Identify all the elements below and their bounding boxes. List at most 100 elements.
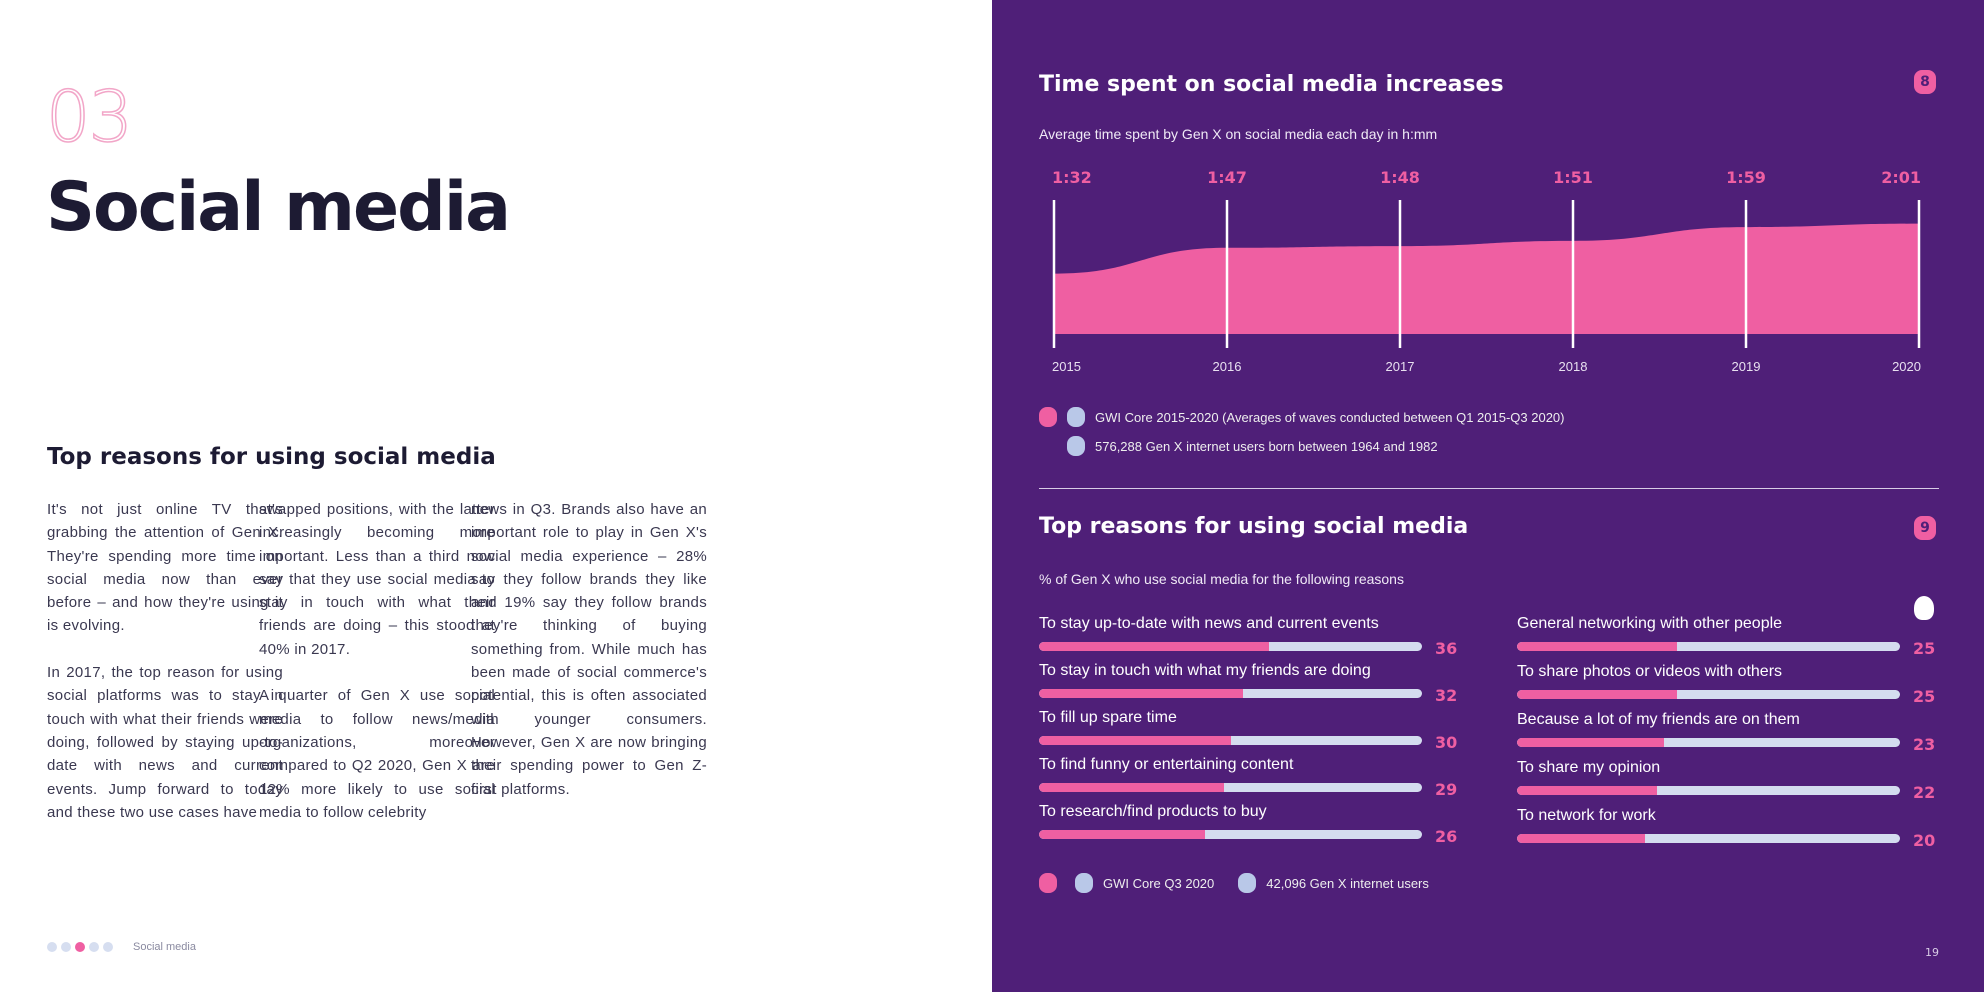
bar-track (1039, 642, 1422, 651)
body-column-1: It's not just online TV that's grabbing … (47, 498, 283, 847)
legend-source: GWI Core Q3 2020 (1103, 875, 1215, 891)
bar-label: To find funny or entertaining content (1039, 756, 1294, 773)
chart2-title: Top reasons for using social media (1039, 514, 1469, 539)
bar-fill (1517, 834, 1645, 843)
bar-track (1039, 830, 1422, 839)
value-label: 1:47 (1207, 168, 1247, 187)
bar-fill (1517, 738, 1664, 747)
value-label: 2:01 (1881, 168, 1921, 187)
bar-row: To stay in touch with what my friends ar… (1039, 662, 1459, 705)
page-dot[interactable] (61, 942, 71, 952)
chart1-subtitle: Average time spent by Gen X on social me… (1039, 126, 1438, 142)
paragraph: A quarter of Gen X use social media to f… (259, 687, 495, 821)
bar-track (1517, 738, 1900, 747)
bar-row: General networking with other people 25 (1517, 615, 1937, 658)
bar-track (1039, 736, 1422, 745)
page-number: 19 (1925, 946, 1939, 959)
bar-row: Because a lot of my friends are on them 2… (1517, 711, 1937, 754)
year-label: 2018 (1559, 359, 1588, 374)
area-series (1054, 223, 1919, 334)
chart1-title: Time spent on social media increases (1039, 72, 1504, 97)
footer-label: Social media (133, 941, 196, 953)
bar-value: 32 (1435, 686, 1458, 705)
legend-sample: 576,288 Gen X internet users born betwee… (1095, 438, 1438, 454)
bar-row: To find funny or entertaining content 29 (1039, 756, 1459, 799)
chart1-legend-row: GWI Core 2015-2020 (Averages of waves co… (1039, 407, 1565, 427)
value-label: 1:48 (1380, 168, 1420, 187)
chart1-badge: 8 (1914, 70, 1936, 94)
chart2-subtitle: % of Gen X who use social media for the … (1039, 571, 1404, 587)
bar-row: To share my opinion 22 (1517, 759, 1937, 802)
bar-fill (1517, 690, 1677, 699)
page-title: Social media (46, 168, 511, 247)
bar-label: To share my opinion (1517, 759, 1661, 776)
year-label: 2020 (1892, 359, 1921, 374)
paragraph: It's not just online TV that's grabbing … (47, 501, 283, 635)
time-spent-area-chart: 1:32 2015 1:47 2016 1:48 2017 1:51 2018 1:59 2019… (1052, 168, 1921, 374)
chart2-badge: 9 (1914, 516, 1936, 540)
bar-fill (1039, 736, 1231, 745)
subheading: Top reasons for using social media (47, 444, 496, 470)
bar-row: To stay up-to-date with news and current… (1039, 615, 1459, 658)
bar-value: 26 (1435, 827, 1458, 846)
bar-label: To fill up spare time (1039, 709, 1177, 726)
bar-fill (1039, 689, 1244, 698)
users-icon (1067, 436, 1085, 456)
source-icon (1067, 407, 1085, 427)
page-dot[interactable] (103, 942, 113, 952)
year-label: 2015 (1052, 359, 1081, 374)
bar-value: 20 (1913, 831, 1936, 850)
year-label: 2019 (1732, 359, 1761, 374)
value-label: 1:51 (1553, 168, 1593, 187)
chart-icon (1039, 873, 1057, 893)
bar-row: To fill up spare time 30 (1039, 709, 1459, 752)
bar-track (1039, 783, 1422, 792)
body-column-3: news in Q3. Brands also have an importan… (471, 498, 707, 824)
year-label: 2017 (1386, 359, 1415, 374)
bar-label: To share photos or videos with others (1517, 663, 1783, 680)
divider (1039, 488, 1939, 489)
chart1-legend-row: 576,288 Gen X internet users born betwee… (1067, 436, 1438, 456)
footer-nav: Social media (47, 941, 196, 953)
bar-value: 23 (1913, 735, 1936, 754)
lightbulb-icon (1914, 596, 1934, 620)
year-label: 2016 (1213, 359, 1242, 374)
source-icon (1075, 873, 1093, 893)
bar-label: To network for work (1517, 807, 1656, 824)
left-page: 03 Social media Top reasons for using so… (45, 75, 707, 953)
chart2-legend-row: GWI Core Q3 2020 42,096 Gen X internet u… (1039, 873, 1429, 893)
bar-fill (1517, 642, 1677, 651)
bar-fill (1039, 830, 1205, 839)
page-dot[interactable] (89, 942, 99, 952)
bar-fill (1517, 786, 1658, 795)
bar-value: 29 (1435, 780, 1458, 799)
legend-sample: 42,096 Gen X internet users (1266, 875, 1429, 891)
chart-icon (1039, 407, 1057, 427)
page-dot[interactable] (47, 942, 57, 952)
bar-track (1517, 642, 1900, 651)
bar-track (1039, 689, 1422, 698)
bar-track (1517, 834, 1900, 843)
bar-label: To research/find products to buy (1039, 803, 1267, 820)
bar-fill (1039, 642, 1269, 651)
bar-value: 22 (1913, 783, 1936, 802)
page-dot-active[interactable] (75, 942, 85, 952)
value-label: 1:59 (1726, 168, 1766, 187)
bar-value: 36 (1435, 639, 1458, 658)
bar-label: General networking with other people (1517, 615, 1783, 632)
paragraph: news in Q3. Brands also have an importan… (471, 501, 707, 798)
bar-fill (1039, 783, 1225, 792)
bar-row: To research/find products to buy 26 (1039, 803, 1459, 846)
bar-track (1517, 786, 1900, 795)
body-column-2: swapped positions, with the latter incre… (259, 498, 495, 847)
legend-source: GWI Core 2015-2020 (Averages of waves co… (1095, 409, 1565, 425)
bar-value: 30 (1435, 733, 1458, 752)
paragraph: In 2017, the top reason for using social… (47, 664, 283, 821)
bar-value: 25 (1913, 687, 1936, 706)
bar-label: To stay up-to-date with news and current… (1039, 615, 1379, 632)
value-label: 1:32 (1052, 168, 1092, 187)
paragraph: swapped positions, with the latter incre… (259, 501, 495, 658)
users-icon (1238, 873, 1257, 893)
bar-value: 25 (1913, 639, 1936, 658)
bar-row: To share photos or videos with others 25 (1517, 663, 1937, 706)
